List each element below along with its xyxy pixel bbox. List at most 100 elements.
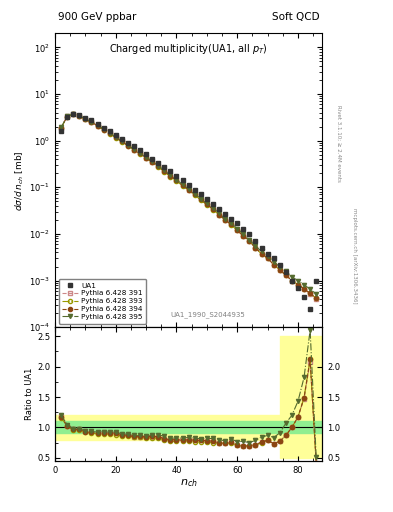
Pythia 6.428 395: [259, 248, 264, 254]
Text: mcplots.cern.ch [arXiv:1306.3436]: mcplots.cern.ch [arXiv:1306.3436]: [352, 208, 357, 304]
Pythia 6.428 391: [156, 163, 161, 169]
Pythia 6.428 393: [223, 217, 228, 223]
Pythia 6.428 395: [180, 181, 185, 187]
Pythia 6.428 394: [186, 187, 191, 193]
Pythia 6.428 391: [308, 291, 312, 297]
Pythia 6.428 395: [138, 150, 142, 156]
Text: Soft QCD: Soft QCD: [272, 12, 320, 22]
Pythia 6.428 395: [223, 216, 228, 222]
Pythia 6.428 391: [217, 211, 221, 218]
Pythia 6.428 395: [150, 158, 154, 164]
UA1: [114, 132, 118, 138]
Pythia 6.428 395: [247, 237, 252, 243]
Pythia 6.428 395: [119, 138, 124, 144]
Pythia 6.428 395: [211, 205, 215, 211]
Pythia 6.428 391: [65, 113, 70, 119]
Pythia 6.428 393: [107, 131, 112, 137]
Pythia 6.428 395: [125, 142, 130, 148]
Pythia 6.428 394: [265, 255, 270, 261]
Pythia 6.428 394: [211, 206, 215, 212]
Pythia 6.428 393: [180, 183, 185, 189]
Pythia 6.428 393: [186, 187, 191, 194]
Pythia 6.428 394: [235, 227, 240, 233]
Pythia 6.428 394: [168, 173, 173, 179]
Y-axis label: $d\sigma/d\,n_{ch}$ [mb]: $d\sigma/d\,n_{ch}$ [mb]: [14, 150, 26, 210]
Pythia 6.428 393: [296, 282, 300, 288]
UA1: [296, 285, 300, 291]
Pythia 6.428 395: [277, 264, 282, 270]
Pythia 6.428 394: [259, 250, 264, 257]
Pythia 6.428 395: [132, 146, 136, 153]
Pythia 6.428 395: [253, 243, 258, 249]
Pythia 6.428 395: [229, 220, 233, 226]
UA1: [290, 278, 294, 284]
UA1: [89, 117, 94, 123]
Pythia 6.428 393: [211, 207, 215, 213]
Pythia 6.428 391: [265, 255, 270, 261]
Pythia 6.428 393: [235, 227, 240, 233]
Pythia 6.428 393: [65, 114, 70, 120]
UA1: [144, 151, 149, 157]
Pythia 6.428 391: [125, 142, 130, 148]
Pythia 6.428 395: [95, 122, 100, 129]
Pythia 6.428 394: [217, 211, 221, 218]
Pythia 6.428 394: [107, 130, 112, 136]
Pythia 6.428 391: [174, 177, 179, 183]
Pythia 6.428 391: [180, 182, 185, 188]
UA1: [168, 168, 173, 175]
Pythia 6.428 394: [308, 290, 312, 296]
Pythia 6.428 394: [83, 116, 88, 122]
Pythia 6.428 395: [174, 177, 179, 183]
Pythia 6.428 395: [77, 113, 82, 119]
UA1: [241, 225, 246, 231]
Pythia 6.428 391: [241, 233, 246, 239]
Pythia 6.428 393: [95, 123, 100, 129]
Pythia 6.428 394: [271, 262, 276, 268]
Pythia 6.428 391: [71, 111, 75, 117]
Pythia 6.428 391: [283, 272, 288, 279]
Pythia 6.428 393: [253, 245, 258, 251]
Pythia 6.428 395: [302, 282, 307, 288]
Pythia 6.428 391: [89, 119, 94, 125]
Pythia 6.428 391: [144, 155, 149, 161]
Pythia 6.428 391: [162, 168, 167, 175]
Text: Charged multiplicity(UA1, all $p_T$): Charged multiplicity(UA1, all $p_T$): [109, 42, 268, 56]
Pythia 6.428 394: [101, 126, 106, 133]
UA1: [277, 262, 282, 268]
Pythia 6.428 391: [302, 286, 307, 292]
UA1: [235, 220, 240, 226]
UA1: [186, 182, 191, 188]
Pythia 6.428 391: [101, 126, 106, 132]
Pythia 6.428 395: [186, 186, 191, 192]
Pythia 6.428 395: [144, 154, 149, 160]
Pythia 6.428 394: [95, 123, 100, 129]
Pythia 6.428 394: [77, 113, 82, 119]
Pythia 6.428 395: [65, 113, 70, 119]
Pythia 6.428 391: [271, 262, 276, 268]
Pythia 6.428 395: [296, 278, 300, 284]
Pythia 6.428 394: [174, 177, 179, 183]
Pythia 6.428 394: [89, 119, 94, 125]
Pythia 6.428 391: [247, 238, 252, 244]
Pythia 6.428 394: [162, 168, 167, 175]
Pythia 6.428 391: [229, 221, 233, 227]
Pythia 6.428 391: [192, 191, 197, 198]
UA1: [156, 160, 161, 166]
Pythia 6.428 395: [283, 268, 288, 274]
Pythia 6.428 394: [156, 163, 161, 169]
Pythia 6.428 395: [314, 291, 319, 297]
Pythia 6.428 393: [89, 119, 94, 125]
Pythia 6.428 391: [253, 245, 258, 251]
X-axis label: $n_{ch}$: $n_{ch}$: [180, 477, 198, 489]
UA1: [271, 255, 276, 261]
UA1: [283, 269, 288, 275]
Line: Pythia 6.428 393: Pythia 6.428 393: [59, 112, 318, 300]
UA1: [162, 164, 167, 170]
Pythia 6.428 395: [217, 210, 221, 216]
Pythia 6.428 394: [277, 267, 282, 273]
UA1: [150, 156, 154, 162]
Pythia 6.428 393: [265, 255, 270, 261]
Pythia 6.428 394: [314, 295, 319, 301]
UA1: [59, 128, 63, 134]
Pythia 6.428 393: [162, 168, 167, 175]
